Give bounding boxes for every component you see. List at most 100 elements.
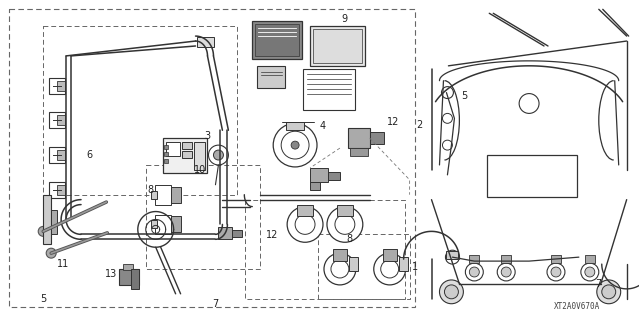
Bar [171, 187, 180, 203]
Circle shape [442, 87, 453, 99]
Bar [44, 195, 51, 244]
Bar [333, 249, 347, 261]
Bar [310, 26, 365, 66]
Bar [447, 251, 458, 259]
Circle shape [38, 226, 48, 236]
Bar [337, 204, 353, 217]
Circle shape [281, 131, 309, 159]
Circle shape [497, 263, 515, 281]
Bar [182, 142, 191, 149]
Text: 12: 12 [266, 230, 278, 240]
Bar [196, 37, 214, 47]
Text: 5: 5 [461, 91, 467, 100]
Circle shape [551, 267, 561, 277]
Bar [164, 152, 168, 156]
Circle shape [444, 285, 458, 299]
Text: 7: 7 [212, 299, 219, 309]
Bar [164, 159, 168, 163]
Bar [585, 255, 595, 263]
Bar [303, 69, 355, 110]
Bar [57, 150, 65, 160]
Bar [257, 66, 285, 88]
Text: 6: 6 [86, 150, 92, 160]
Bar [370, 132, 384, 144]
Text: 11: 11 [57, 259, 69, 269]
Circle shape [519, 93, 539, 114]
Bar [551, 255, 561, 263]
Text: 10: 10 [195, 165, 207, 175]
Text: 4: 4 [320, 121, 326, 131]
Bar [163, 138, 207, 173]
Bar [49, 112, 65, 128]
Circle shape [335, 214, 355, 234]
Bar [151, 191, 157, 199]
Bar [297, 204, 313, 217]
Text: 2: 2 [417, 120, 422, 130]
Bar [350, 148, 368, 156]
Bar [164, 145, 168, 149]
Bar [218, 227, 232, 239]
Bar [57, 185, 65, 195]
Bar [469, 255, 479, 263]
Circle shape [465, 263, 483, 281]
Bar [131, 269, 139, 289]
Bar [328, 172, 340, 180]
Circle shape [295, 214, 315, 234]
Text: 7: 7 [596, 279, 602, 289]
Bar [57, 115, 65, 125]
Bar [51, 210, 57, 234]
Circle shape [469, 267, 479, 277]
Circle shape [209, 145, 228, 165]
Bar [49, 182, 65, 198]
Bar [252, 21, 302, 59]
Text: 3: 3 [204, 131, 211, 141]
Bar [232, 230, 243, 237]
Bar [119, 269, 139, 285]
Bar [501, 255, 511, 263]
Circle shape [324, 253, 356, 285]
Bar [57, 81, 65, 91]
Bar [399, 257, 408, 271]
Bar [166, 142, 180, 156]
Text: 12: 12 [387, 117, 399, 127]
Bar [193, 142, 205, 170]
Text: 13: 13 [105, 269, 117, 279]
Bar [255, 24, 299, 56]
Circle shape [214, 150, 223, 160]
Bar [155, 185, 171, 204]
Bar [155, 214, 171, 234]
Bar [349, 257, 358, 271]
Bar [348, 128, 370, 148]
Bar [313, 29, 362, 63]
Bar [383, 249, 397, 261]
Circle shape [602, 285, 616, 299]
Bar [123, 264, 133, 270]
Circle shape [381, 260, 399, 278]
Bar [151, 220, 157, 228]
Bar [310, 168, 328, 182]
Circle shape [581, 263, 599, 281]
Text: 1: 1 [412, 262, 418, 272]
Circle shape [547, 263, 565, 281]
Circle shape [287, 207, 323, 242]
Text: 8: 8 [148, 185, 154, 195]
Text: 5: 5 [40, 294, 46, 304]
Circle shape [331, 260, 349, 278]
Text: 8: 8 [347, 234, 353, 244]
Bar [182, 151, 191, 158]
Circle shape [374, 253, 406, 285]
Circle shape [501, 267, 511, 277]
Bar [49, 78, 65, 93]
Circle shape [442, 140, 452, 150]
Circle shape [291, 141, 299, 149]
Circle shape [445, 250, 460, 264]
Bar [310, 182, 320, 190]
Circle shape [442, 114, 452, 123]
Circle shape [585, 267, 595, 277]
Text: XT2A0V670A: XT2A0V670A [554, 302, 600, 311]
Circle shape [440, 280, 463, 304]
Bar [487, 155, 577, 197]
Text: 9: 9 [342, 14, 348, 24]
Circle shape [327, 207, 363, 242]
Circle shape [273, 123, 317, 167]
